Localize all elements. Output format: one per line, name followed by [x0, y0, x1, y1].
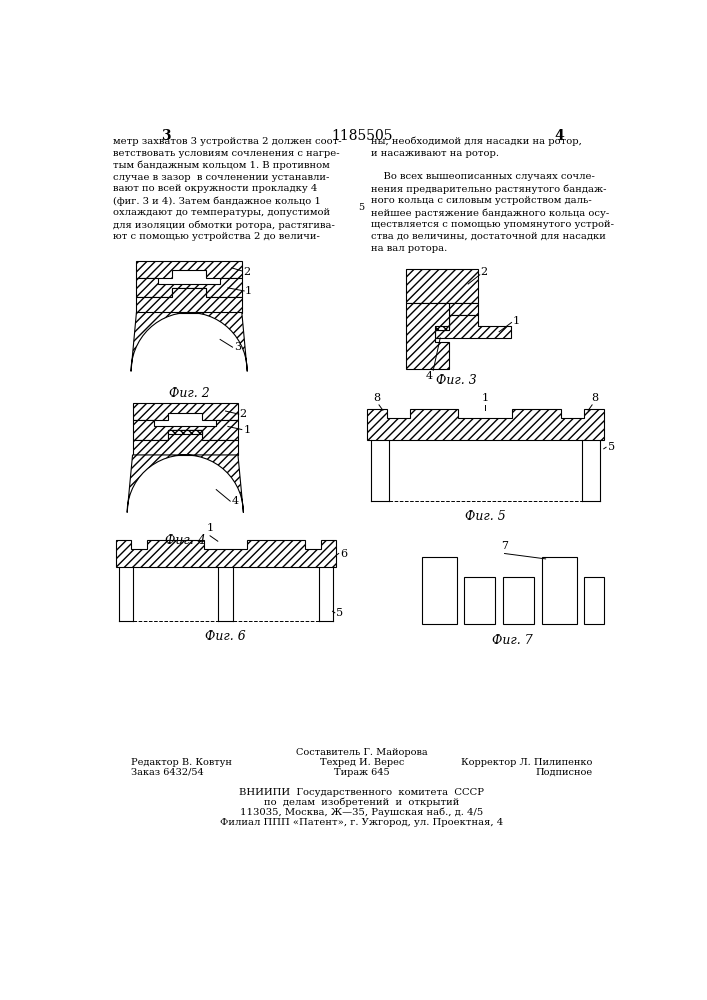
Text: 8: 8 — [591, 393, 598, 403]
Polygon shape — [127, 455, 243, 513]
Text: 3: 3 — [234, 342, 241, 352]
Bar — [421, 557, 457, 624]
Text: Подписное: Подписное — [535, 768, 592, 777]
Bar — [464, 577, 495, 624]
Text: Корректор Л. Пилипенко: Корректор Л. Пилипенко — [461, 758, 592, 767]
Text: Техред И. Верес: Техред И. Верес — [320, 758, 404, 767]
Text: 1185505: 1185505 — [331, 129, 392, 143]
Polygon shape — [115, 540, 337, 567]
Text: 2: 2 — [243, 267, 250, 277]
Polygon shape — [435, 326, 449, 330]
Text: 1: 1 — [513, 316, 520, 326]
Text: 4: 4 — [426, 371, 433, 381]
Text: 6: 6 — [340, 549, 347, 559]
Text: по  делам  изобретений  и  открытий: по делам изобретений и открытий — [264, 798, 460, 807]
Text: 5: 5 — [607, 442, 615, 452]
Bar — [585, 577, 604, 624]
Text: 1: 1 — [243, 425, 250, 435]
Polygon shape — [406, 303, 449, 369]
Text: метр захватов 3 устройства 2 должен соот-
ветствовать условиям сочленения с нагр: метр захватов 3 устройства 2 должен соот… — [113, 137, 341, 241]
Text: Филиал ППП «Патент», г. Ужгород, ул. Проектная, 4: Филиал ППП «Патент», г. Ужгород, ул. Про… — [221, 818, 503, 827]
Text: Фиг. 6: Фиг. 6 — [205, 630, 246, 643]
Polygon shape — [132, 430, 238, 455]
Polygon shape — [368, 409, 604, 440]
Text: Фиг. 2: Фиг. 2 — [169, 387, 209, 400]
Polygon shape — [132, 403, 238, 420]
Text: 1: 1 — [481, 393, 489, 403]
Text: 1: 1 — [245, 286, 252, 296]
Text: 5: 5 — [358, 203, 364, 212]
Polygon shape — [136, 278, 242, 297]
Polygon shape — [132, 420, 238, 440]
Bar — [503, 577, 534, 624]
Text: ны, необходимой для насадки на ротор,
и насаживают на ротор.

    Во всех вышеоп: ны, необходимой для насадки на ротор, и … — [371, 137, 614, 253]
Text: Заказ 6432/54: Заказ 6432/54 — [131, 768, 204, 777]
Text: 1: 1 — [206, 523, 214, 533]
Text: 7: 7 — [501, 541, 508, 551]
Text: Фиг. 4: Фиг. 4 — [165, 534, 206, 547]
Polygon shape — [131, 312, 247, 371]
Polygon shape — [406, 269, 478, 303]
Text: 5: 5 — [337, 608, 344, 618]
Polygon shape — [435, 315, 510, 338]
Bar — [542, 557, 577, 624]
Polygon shape — [168, 430, 202, 434]
Polygon shape — [449, 303, 478, 315]
Text: Составитель Г. Майорова: Составитель Г. Майорова — [296, 748, 428, 757]
Text: ВНИИПИ  Государственного  комитета  СССР: ВНИИПИ Государственного комитета СССР — [240, 788, 484, 797]
Text: Редактор В. Ковтун: Редактор В. Ковтун — [131, 758, 232, 767]
Text: Фиг. 3: Фиг. 3 — [436, 374, 477, 387]
Text: Фиг. 7: Фиг. 7 — [492, 634, 532, 647]
Polygon shape — [136, 261, 242, 278]
Text: 4: 4 — [554, 129, 563, 143]
Text: 2: 2 — [240, 409, 247, 419]
Text: Фиг. 5: Фиг. 5 — [464, 510, 506, 523]
Polygon shape — [136, 288, 242, 312]
Text: Тираж 645: Тираж 645 — [334, 768, 390, 777]
Text: 3: 3 — [161, 129, 170, 143]
Text: 2: 2 — [480, 267, 487, 277]
Text: 4: 4 — [232, 496, 239, 506]
Text: 113035, Москва, Ж—35, Раушская наб., д. 4/5: 113035, Москва, Ж—35, Раушская наб., д. … — [240, 808, 484, 817]
Text: 8: 8 — [373, 393, 380, 403]
